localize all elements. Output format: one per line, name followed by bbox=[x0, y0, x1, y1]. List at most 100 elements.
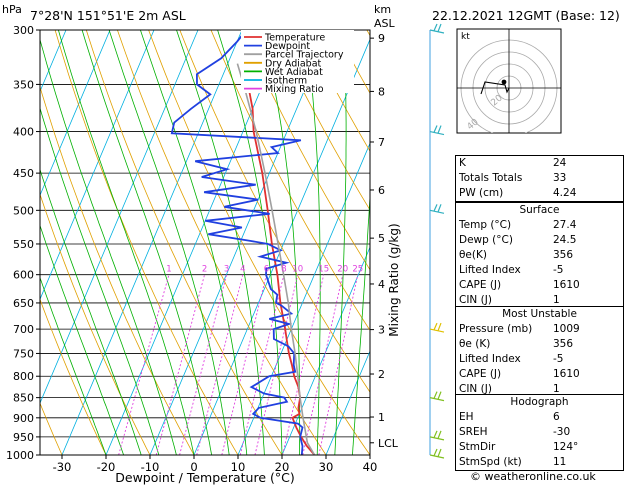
isotherm-line bbox=[40, 30, 199, 405]
mixing-ratio-line bbox=[254, 274, 299, 455]
wind-barb-feather bbox=[437, 23, 442, 32]
mu-cape-row: CAPE (J) 1610 bbox=[459, 368, 580, 380]
wind-barb-feather bbox=[437, 125, 442, 134]
mu-pressure-row: Pressure (mb) 1009 bbox=[459, 323, 580, 335]
mixing-ratio-label: 4 bbox=[240, 265, 245, 275]
parcel-trajectory-series-line bbox=[236, 63, 316, 455]
asl-label: ASL bbox=[374, 17, 396, 30]
legend-label: Isotherm bbox=[265, 76, 307, 87]
stmdir-row: StmDir 124° bbox=[459, 441, 579, 453]
wet-adiabat-line bbox=[40, 106, 160, 455]
height-tick-label: LCL bbox=[378, 437, 399, 450]
x-tick-label: 30 bbox=[319, 460, 334, 474]
mixing-ratio-label: 3 bbox=[224, 265, 229, 275]
surface-li-row: Lifted Index -5 bbox=[459, 264, 564, 276]
wind-barb bbox=[429, 328, 445, 333]
surface-theta-row: θe(K) 356 bbox=[459, 249, 574, 261]
mixing-ratio-line bbox=[196, 274, 244, 455]
mixing-ratio-line bbox=[239, 274, 285, 455]
dry-adiabat-line bbox=[304, 30, 370, 152]
dry-adiabat-line bbox=[85, 30, 283, 455]
legend-label: Wet Adiabat bbox=[265, 67, 323, 78]
wind-barb bbox=[429, 130, 445, 136]
surface-panel: Surface Temp (°C) 27.4 Dewp (°C) 24.5 θe(K… bbox=[455, 202, 624, 309]
pressure-tick-label: 600 bbox=[13, 269, 34, 282]
mixing-ratio-line bbox=[155, 274, 205, 455]
wind-barb-feather bbox=[437, 322, 442, 332]
x-axis-label: Dewpoint / Temperature (°C) bbox=[115, 470, 294, 485]
axes: 1 2 3 4 6 8 10 15 20 25-30 -20 -10 0 10 20 30 4030035040… bbox=[6, 24, 399, 474]
height-tick-label: 1 bbox=[378, 411, 385, 424]
legend-label: Dry Adiabat bbox=[265, 58, 322, 69]
mixing-ratio-label: 25 bbox=[352, 265, 363, 275]
hodograph-title: Hodograph bbox=[510, 396, 569, 408]
mixing-ratio-line bbox=[221, 274, 267, 455]
wind-barb bbox=[429, 29, 445, 34]
wind-barb-feather bbox=[437, 391, 442, 400]
pressure-tick-label: 900 bbox=[13, 412, 34, 425]
legend-label: Parcel Trajectory bbox=[265, 50, 344, 61]
wind-barb-feather bbox=[433, 322, 438, 331]
wind-barb-feather bbox=[437, 204, 442, 213]
mu-theta-row: θe (K) 356 bbox=[459, 338, 574, 350]
wet-adiabat-line bbox=[40, 38, 177, 455]
hodograph-panel: Hodograph EH 6 SREH -30 StmDir 124° StmSpd … bbox=[455, 394, 624, 471]
stmspd-row: StmSpd (kt) 11 bbox=[459, 456, 567, 468]
pw-row: PW (cm) 4.24 bbox=[459, 187, 577, 199]
wind-barb-feather bbox=[433, 448, 438, 457]
mixing-ratio-line bbox=[179, 274, 228, 455]
wind-barb-feather bbox=[437, 448, 442, 457]
wet-adiabat-line bbox=[304, 30, 321, 455]
dry-adiabat-line bbox=[40, 402, 63, 455]
wet-adiabat-line bbox=[40, 168, 142, 455]
hpa-label: hPa bbox=[2, 3, 22, 16]
wet-adiabat-line bbox=[176, 30, 265, 455]
mu-cin-row: CIN (J) 1 bbox=[459, 383, 560, 395]
pressure-tick-label: 1000 bbox=[6, 449, 34, 462]
wind-barb bbox=[429, 436, 445, 441]
isotherm-line bbox=[61, 30, 243, 455]
height-tick-label: 3 bbox=[378, 324, 385, 337]
wind-barb bbox=[429, 397, 445, 402]
pressure-tick-label: 800 bbox=[13, 370, 34, 383]
legend-label: Dewpoint bbox=[265, 41, 310, 52]
height-tick-label: 8 bbox=[378, 85, 385, 98]
dry-adiabat-line bbox=[272, 30, 370, 211]
mu-li-row: Lifted Index -5 bbox=[459, 353, 564, 365]
wet-adiabat-line bbox=[352, 190, 370, 455]
mixing-ratio-label: 1 bbox=[166, 265, 171, 275]
hodograph-kt-label: kt bbox=[461, 32, 470, 42]
footer-credit: © weatheronline.co.uk bbox=[470, 470, 596, 483]
eh-row: EH 6 bbox=[459, 411, 560, 423]
wind-barb bbox=[429, 454, 445, 459]
mixing-ratio-label: 6 bbox=[264, 265, 269, 275]
dry-adiabat-line bbox=[40, 298, 107, 455]
surface-title: Surface bbox=[519, 204, 560, 216]
height-tick-label: 4 bbox=[378, 278, 385, 291]
surface-cin-row: CIN (J) 1 bbox=[459, 294, 560, 306]
isotherm-line bbox=[149, 30, 331, 455]
mixing-ratio-line bbox=[318, 274, 359, 455]
dry-adiabat-line bbox=[40, 85, 195, 455]
mixing-ratio-label: 20 bbox=[337, 265, 348, 275]
height-tick-label: 7 bbox=[378, 136, 385, 149]
k-index-row: K 24 bbox=[459, 157, 567, 169]
mixing-ratio-line bbox=[282, 274, 325, 455]
mixing-ratio-label: 8 bbox=[281, 265, 286, 275]
surface-dewp-row: Dewp (°C) 24.5 bbox=[459, 234, 577, 246]
wind-barb bbox=[429, 209, 445, 214]
wind-barb-feather bbox=[433, 430, 438, 438]
mixing-ratio-label: 15 bbox=[318, 265, 329, 275]
mixing-ratio-line bbox=[302, 274, 344, 455]
dry-adiabat-line bbox=[179, 30, 370, 393]
x-tick-label: -10 bbox=[141, 460, 160, 474]
x-tick-label: 40 bbox=[363, 460, 378, 474]
mixing-ratio-label: 2 bbox=[202, 265, 207, 275]
x-tick-label: 0 bbox=[190, 460, 197, 474]
mixing-ratio-label: 10 bbox=[292, 265, 303, 275]
wind-barb-feather bbox=[433, 391, 438, 399]
x-tick-label: 10 bbox=[231, 460, 246, 474]
wet-adiabat-line bbox=[40, 276, 107, 455]
pressure-tick-label: 350 bbox=[13, 78, 34, 91]
